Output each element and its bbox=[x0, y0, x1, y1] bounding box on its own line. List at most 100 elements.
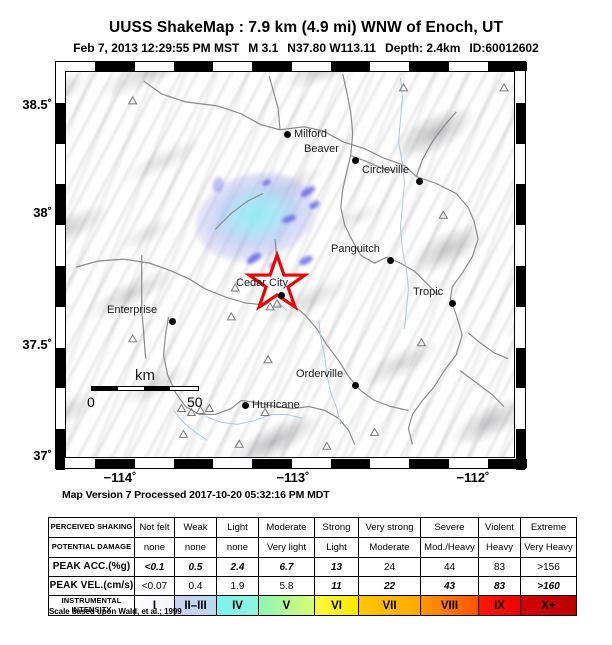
cell-peak-vel: <0.07 bbox=[134, 576, 175, 596]
cell-perceived-shaking: Extreme bbox=[520, 517, 577, 538]
longitude-tick-label: −114˚ bbox=[103, 470, 137, 485]
table-row: POTENTIAL DAMAGE none none none Very lig… bbox=[48, 537, 577, 558]
cell-peak-vel: 5.8 bbox=[258, 576, 315, 596]
map-tick-band-top bbox=[56, 62, 527, 71]
scale-bar-unit: km bbox=[135, 367, 155, 384]
city-dot bbox=[284, 131, 291, 138]
cell-peak-acc: 2.4 bbox=[216, 557, 259, 577]
scale-bar-track bbox=[91, 386, 199, 391]
cell-perceived-shaking: Not felt bbox=[134, 517, 175, 538]
scale-credit-text: Scale based upon Wald, et al.; 1999 bbox=[49, 607, 182, 616]
cell-peak-acc: 6.7 bbox=[258, 557, 315, 577]
scale-bar-max: 50 bbox=[187, 394, 203, 410]
longitude-tick-label: −112˚ bbox=[456, 470, 490, 485]
city-label: Panguitch bbox=[331, 243, 380, 255]
event-depth: Depth: 2.4km bbox=[385, 41, 461, 55]
longitude-tick-label: −113˚ bbox=[276, 470, 310, 485]
event-id: ID:60012602 bbox=[469, 41, 539, 55]
table-row: PEAK VEL.(cm/s) <0.07 0.4 1.9 5.8 11 22 … bbox=[48, 576, 577, 596]
map-tick-band-left bbox=[56, 62, 65, 470]
cell-perceived-shaking: Very strong bbox=[358, 517, 421, 538]
cell-intensity-v: V bbox=[258, 595, 315, 616]
cell-perceived-shaking: Severe bbox=[420, 517, 479, 538]
cell-intensity-vi: VI bbox=[314, 595, 359, 616]
event-magnitude: M 3.1 bbox=[248, 41, 279, 55]
seismic-stations bbox=[127, 82, 509, 450]
row-header-perceived-shaking: PERCEIVED SHAKING bbox=[48, 517, 135, 538]
cell-potential-damage: none bbox=[174, 537, 217, 558]
row-header-peak-acc: PEAK ACC.(%g) bbox=[48, 557, 135, 577]
cell-potential-damage: none bbox=[216, 537, 259, 558]
city-dot bbox=[169, 318, 176, 325]
cell-peak-vel: 43 bbox=[420, 576, 479, 596]
cell-peak-vel: 0.4 bbox=[174, 576, 217, 596]
cell-intensity-ii-iii: II–III bbox=[174, 595, 217, 616]
map-version-text: Map Version 7 Processed 2017-10-20 05:32… bbox=[62, 489, 330, 501]
city-dot bbox=[352, 382, 359, 389]
cell-perceived-shaking: Weak bbox=[174, 517, 217, 538]
city-label: Enterprise bbox=[107, 304, 158, 316]
city-dot bbox=[278, 292, 285, 299]
row-header-instrumental-intensity: INSTRUMENTAL INTENSITY bbox=[48, 595, 135, 616]
cell-intensity-x: X+ bbox=[520, 595, 577, 616]
cell-peak-acc: 44 bbox=[420, 557, 479, 577]
cell-intensity-ix: IX bbox=[478, 595, 521, 616]
cell-perceived-shaking: Light bbox=[216, 517, 259, 538]
city-label: Tropic bbox=[413, 286, 444, 298]
map-canvas[interactable]: Milford Beaver Circleville Panguitch Tro… bbox=[65, 71, 515, 458]
cell-intensity-i: I bbox=[134, 595, 175, 616]
city-dot bbox=[352, 157, 359, 164]
city-label: Orderville bbox=[296, 368, 344, 380]
cell-potential-damage: Very Heavy bbox=[520, 537, 577, 558]
cell-peak-acc: 13 bbox=[314, 557, 359, 577]
city-dot bbox=[387, 257, 394, 264]
event-datetime: Feb 7, 2013 12:29:55 PM MST bbox=[73, 41, 240, 55]
cell-potential-damage: Moderate bbox=[358, 537, 421, 558]
shakemap-map[interactable]: Milford Beaver Circleville Panguitch Tro… bbox=[55, 61, 527, 470]
cell-intensity-vii: VII bbox=[358, 595, 421, 616]
latitude-axis: 38.5˚ 38˚ 37.5˚ 37˚ bbox=[0, 61, 52, 469]
scale-bar-min: 0 bbox=[87, 394, 95, 410]
cell-peak-vel: 11 bbox=[314, 576, 359, 596]
cell-perceived-shaking: Moderate bbox=[258, 517, 315, 538]
table-row: PEAK ACC.(%g) <0.1 0.5 2.4 6.7 13 24 44 … bbox=[48, 557, 577, 577]
city-label: Cedar City bbox=[236, 277, 288, 289]
intensity-legend-table: PERCEIVED SHAKING Not felt Weak Light Mo… bbox=[48, 517, 577, 616]
longitude-axis: −114˚ −113˚ −112˚ bbox=[55, 470, 526, 488]
cell-potential-damage: Mod./Heavy bbox=[420, 537, 479, 558]
cell-potential-damage: Very light bbox=[258, 537, 315, 558]
map-tick-band-right bbox=[516, 62, 525, 470]
city-label: Milford bbox=[294, 128, 328, 140]
city-label: Beaver bbox=[304, 143, 339, 155]
cell-peak-acc: 0.5 bbox=[174, 557, 217, 577]
cell-peak-vel: 1.9 bbox=[216, 576, 259, 596]
latitude-tick-label: 37.5˚ bbox=[22, 337, 52, 352]
city-label: Circleville bbox=[362, 164, 410, 176]
cell-potential-damage: Heavy bbox=[478, 537, 521, 558]
city-label: Hurricane bbox=[252, 399, 300, 411]
cell-perceived-shaking: Strong bbox=[314, 517, 359, 538]
cell-peak-vel: >160 bbox=[520, 576, 577, 596]
map-header: UUSS ShakeMap : 7.9 km (4.9 mi) WNW of E… bbox=[0, 0, 612, 57]
cell-peak-acc: <0.1 bbox=[134, 557, 175, 577]
rivers bbox=[173, 77, 409, 441]
cell-intensity-viii: VIII bbox=[420, 595, 479, 616]
event-coordinates: N37.80 W113.11 bbox=[287, 41, 377, 55]
latitude-tick-label: 37˚ bbox=[33, 448, 52, 463]
cell-peak-vel: 22 bbox=[358, 576, 421, 596]
cell-peak-vel: 83 bbox=[478, 576, 521, 596]
cell-potential-damage: none bbox=[134, 537, 175, 558]
cell-peak-acc: 83 bbox=[478, 557, 521, 577]
epicenter-star-icon bbox=[244, 250, 310, 311]
latitude-tick-label: 38˚ bbox=[33, 205, 52, 220]
latitude-tick-label: 38.5˚ bbox=[22, 97, 52, 112]
event-summary: Feb 7, 2013 12:29:55 PM MST M 3.1 N37.80 W… bbox=[0, 39, 612, 57]
cell-peak-acc: >156 bbox=[520, 557, 577, 577]
row-header-potential-damage: POTENTIAL DAMAGE bbox=[48, 537, 135, 558]
table-row: PERCEIVED SHAKING Not felt Weak Light Mo… bbox=[48, 517, 577, 538]
city-dot bbox=[449, 300, 456, 307]
city-dot bbox=[416, 178, 423, 185]
map-vector-overlay bbox=[75, 73, 509, 450]
cell-peak-acc: 24 bbox=[358, 557, 421, 577]
cell-potential-damage: Light bbox=[314, 537, 359, 558]
